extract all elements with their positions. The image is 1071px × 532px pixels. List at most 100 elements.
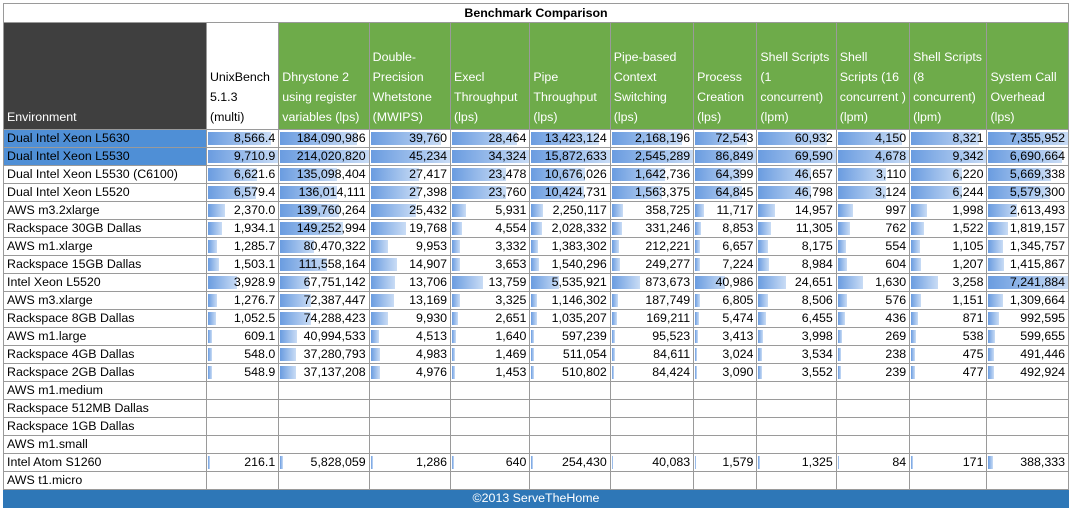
value-cell[interactable]: 5,669,338: [986, 165, 1069, 184]
value-cell[interactable]: [529, 435, 611, 454]
value-cell[interactable]: 139,760,264: [278, 201, 370, 220]
value-cell[interactable]: 239: [835, 363, 911, 382]
value-cell[interactable]: 9,342: [909, 147, 988, 166]
environment-cell[interactable]: AWS t1.micro: [3, 471, 207, 490]
value-cell[interactable]: 1,345,757: [986, 237, 1069, 256]
value-cell[interactable]: 171: [909, 453, 988, 472]
value-cell[interactable]: 1,052.5: [205, 309, 280, 328]
value-cell[interactable]: 1,415,867: [986, 255, 1069, 274]
value-cell[interactable]: [205, 399, 280, 418]
value-cell[interactable]: 9,710.9: [205, 147, 280, 166]
value-cell[interactable]: [368, 471, 452, 490]
value-cell[interactable]: [693, 435, 758, 454]
value-cell[interactable]: 3,090: [693, 363, 758, 382]
value-cell[interactable]: [278, 471, 370, 490]
value-cell[interactable]: 604: [835, 255, 911, 274]
value-cell[interactable]: 5,828,059: [278, 453, 370, 472]
value-cell[interactable]: 1,105: [909, 237, 988, 256]
environment-cell[interactable]: Rackspace 30GB Dallas: [3, 219, 207, 238]
value-cell[interactable]: 548.0: [205, 345, 280, 364]
value-cell[interactable]: 86,849: [693, 147, 758, 166]
value-cell[interactable]: 992,595: [986, 309, 1069, 328]
value-cell[interactable]: 475: [909, 345, 988, 364]
value-cell[interactable]: 10,676,026: [529, 165, 611, 184]
value-cell[interactable]: 5,931: [450, 201, 531, 220]
value-cell[interactable]: [756, 417, 837, 436]
value-cell[interactable]: 492,924: [986, 363, 1069, 382]
value-cell[interactable]: 37,137,208: [278, 363, 370, 382]
value-cell[interactable]: 609.1: [205, 327, 280, 346]
value-cell[interactable]: 34,324: [450, 147, 531, 166]
value-cell[interactable]: 388,333: [986, 453, 1069, 472]
value-cell[interactable]: 4,983: [368, 345, 452, 364]
environment-cell[interactable]: Rackspace 8GB Dallas: [3, 309, 207, 328]
value-cell[interactable]: [909, 381, 988, 400]
value-cell[interactable]: 5,579,300: [986, 183, 1069, 202]
value-cell[interactable]: 331,246: [609, 219, 695, 238]
value-cell[interactable]: [835, 435, 911, 454]
value-cell[interactable]: 871: [909, 309, 988, 328]
value-cell[interactable]: [986, 471, 1069, 490]
value-cell[interactable]: [450, 435, 531, 454]
value-cell[interactable]: [205, 417, 280, 436]
value-cell[interactable]: 5,474: [693, 309, 758, 328]
value-cell[interactable]: 3,534: [756, 345, 837, 364]
value-cell[interactable]: 3,552: [756, 363, 837, 382]
value-cell[interactable]: [756, 471, 837, 490]
value-cell[interactable]: 1,285.7: [205, 237, 280, 256]
value-cell[interactable]: 64,845: [693, 183, 758, 202]
value-cell[interactable]: [693, 381, 758, 400]
value-cell[interactable]: 84,611: [609, 345, 695, 364]
value-cell[interactable]: [450, 399, 531, 418]
value-cell[interactable]: 997: [835, 201, 911, 220]
value-cell[interactable]: [693, 471, 758, 490]
value-cell[interactable]: 46,798: [756, 183, 837, 202]
value-cell[interactable]: 2,370.0: [205, 201, 280, 220]
value-cell[interactable]: 597,239: [529, 327, 611, 346]
value-cell[interactable]: [205, 381, 280, 400]
value-cell[interactable]: 184,090,986: [278, 129, 370, 148]
column-header[interactable]: Shell Scripts (8 concurrent) (lpm): [909, 22, 988, 130]
value-cell[interactable]: [909, 471, 988, 490]
value-cell[interactable]: [909, 435, 988, 454]
value-cell[interactable]: 269: [835, 327, 911, 346]
value-cell[interactable]: [278, 399, 370, 418]
value-cell[interactable]: [529, 471, 611, 490]
value-cell[interactable]: 3,258: [909, 273, 988, 292]
value-cell[interactable]: [986, 381, 1069, 400]
column-header[interactable]: Execl Throughput (lps): [450, 22, 531, 130]
value-cell[interactable]: 1,207: [909, 255, 988, 274]
column-header[interactable]: UnixBench 5.1.3 (multi): [205, 22, 280, 130]
value-cell[interactable]: [368, 399, 452, 418]
value-cell[interactable]: 1,035,207: [529, 309, 611, 328]
value-cell[interactable]: [450, 417, 531, 436]
value-cell[interactable]: 3,024: [693, 345, 758, 364]
value-cell[interactable]: 1,383,302: [529, 237, 611, 256]
value-cell[interactable]: 13,423,124: [529, 129, 611, 148]
environment-cell[interactable]: Rackspace 1GB Dallas: [3, 417, 207, 436]
environment-cell[interactable]: Rackspace 2GB Dallas: [3, 363, 207, 382]
value-cell[interactable]: [835, 471, 911, 490]
value-cell[interactable]: 15,872,633: [529, 147, 611, 166]
value-cell[interactable]: 1,151: [909, 291, 988, 310]
value-cell[interactable]: 11,717: [693, 201, 758, 220]
value-cell[interactable]: 8,984: [756, 255, 837, 274]
value-cell[interactable]: 19,768: [368, 219, 452, 238]
value-cell[interactable]: [756, 435, 837, 454]
value-cell[interactable]: 27,398: [368, 183, 452, 202]
value-cell[interactable]: [756, 399, 837, 418]
column-header[interactable]: Process Creation (lps): [693, 22, 758, 130]
value-cell[interactable]: [609, 399, 695, 418]
value-cell[interactable]: 1,276.7: [205, 291, 280, 310]
column-header[interactable]: Pipe-based Context Switching (lps): [609, 22, 695, 130]
value-cell[interactable]: 40,994,533: [278, 327, 370, 346]
value-cell[interactable]: [278, 435, 370, 454]
value-cell[interactable]: 84: [835, 453, 911, 472]
value-cell[interactable]: 4,513: [368, 327, 452, 346]
value-cell[interactable]: 4,150: [835, 129, 911, 148]
value-cell[interactable]: 3,928.9: [205, 273, 280, 292]
value-cell[interactable]: 8,506: [756, 291, 837, 310]
value-cell[interactable]: 23,760: [450, 183, 531, 202]
value-cell[interactable]: [909, 417, 988, 436]
value-cell[interactable]: [609, 381, 695, 400]
